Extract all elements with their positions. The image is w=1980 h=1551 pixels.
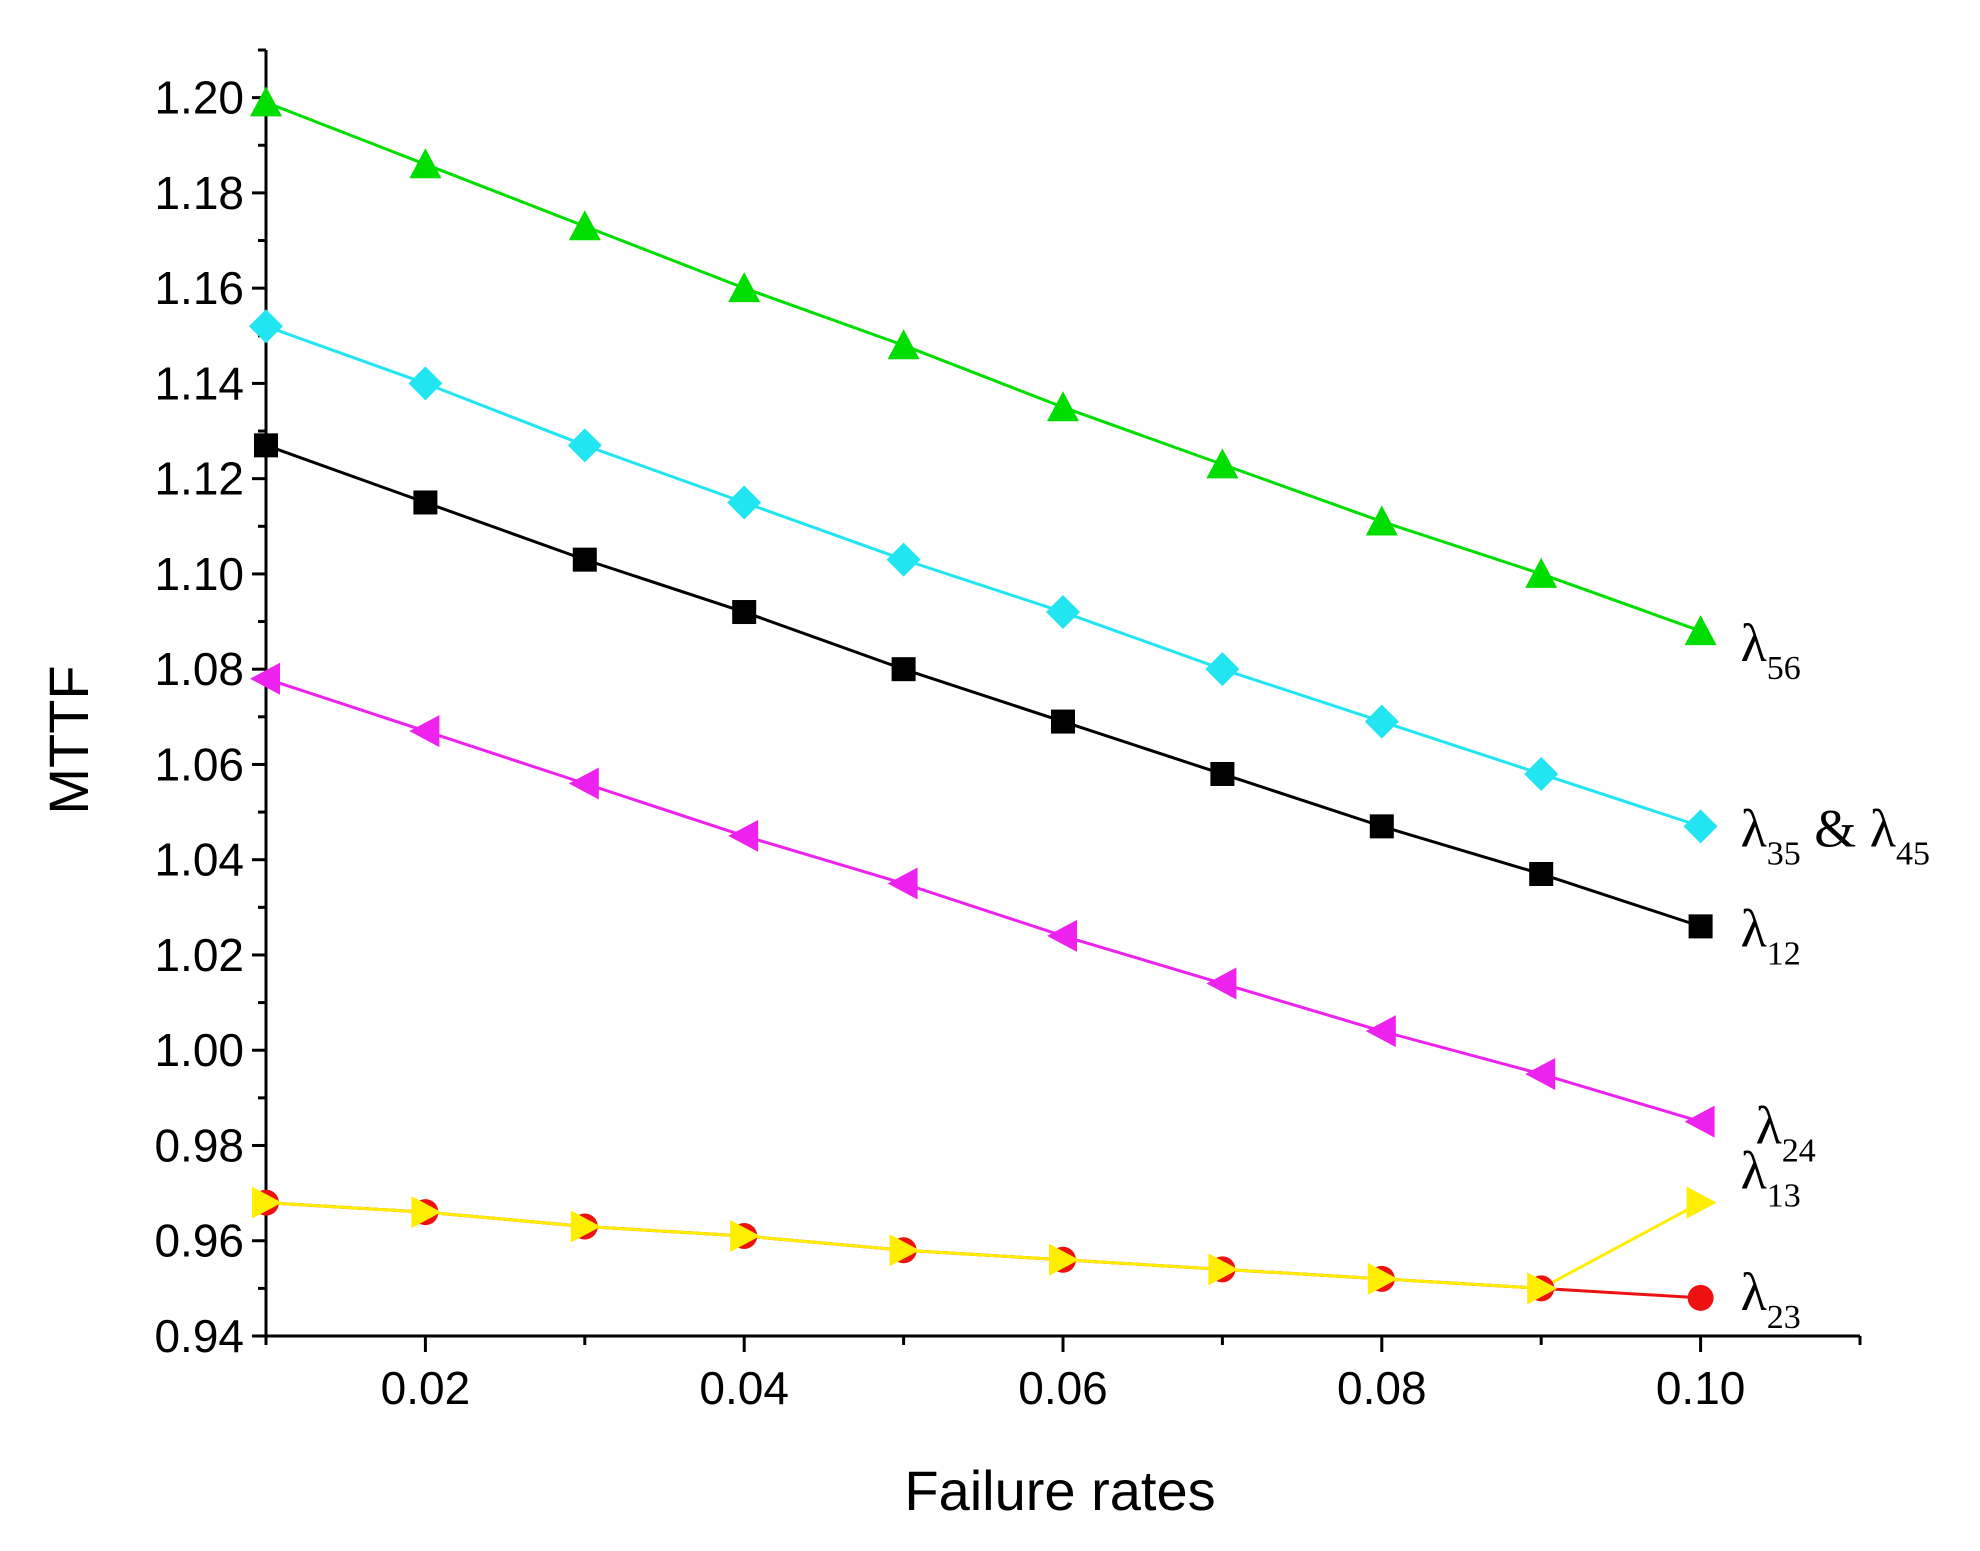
data-point [567,428,602,463]
y-tick-label: 1.10 [154,548,244,600]
series-labels: λ56 λ35 & λ45 λ12 λ24 λ23 λ13 [1741,613,1930,1336]
data-point [1686,1186,1717,1219]
data-point [1369,814,1394,839]
data-point [413,490,438,515]
x-tick-label: 0.06 [1018,1362,1108,1414]
series-markers [249,86,1718,1311]
y-tick-label: 0.94 [154,1310,244,1362]
data-point [570,1210,601,1243]
data-point [1051,709,1075,734]
y-tick-label: 1.20 [154,72,244,124]
data-point [409,715,440,748]
series-line-1 [265,324,1702,828]
y-tick-label: 1.16 [154,262,244,314]
data-point [572,547,597,572]
data-point [1525,1058,1556,1091]
data-point [1365,505,1398,536]
data-point [1210,761,1235,786]
y-tick-label: 1.00 [154,1024,244,1076]
data-point [1047,919,1077,952]
data-point [411,1196,442,1229]
series-line-5 [265,1201,1702,1290]
y-tick-label: 1.14 [154,357,244,409]
data-point [1208,1253,1239,1286]
data-point [252,1186,282,1219]
data-point [1529,861,1554,886]
data-point [1046,595,1080,630]
data-point [732,600,757,625]
series-label: λ56 [1741,613,1801,687]
data-point [887,867,918,900]
series-lines [265,100,1702,1300]
data-point [1206,448,1239,479]
data-point [1683,809,1718,844]
data-point [1527,1272,1558,1305]
data-point [568,767,599,800]
series-label: λ23 [1741,1262,1801,1336]
series-line-0 [265,100,1702,633]
data-point [1365,1015,1396,1048]
series-label: λ24 [1756,1096,1816,1170]
data-point [250,662,280,695]
y-axis-title: MTTF [37,665,100,814]
y-tick-label: 1.06 [154,738,244,790]
data-point [249,309,283,344]
data-point [727,485,762,520]
data-point [568,210,601,241]
data-point [1205,652,1240,687]
data-point [730,1219,761,1252]
y-tick-label: 1.18 [154,167,244,219]
data-point [886,542,921,577]
data-point [1687,1284,1714,1311]
data-point [728,819,759,852]
data-point [1525,557,1558,588]
series-label: λ13 [1741,1141,1801,1215]
data-point [409,148,442,179]
data-point [1206,967,1237,1000]
y-tick-label: 0.98 [154,1119,244,1171]
data-point [891,657,916,682]
data-point [728,272,761,303]
data-point [1047,391,1079,422]
axes: 0.94 0.96 0.98 1.00 1.02 1.04 1.06 1.08 1.10 1.12… [154,48,1862,1414]
data-point [250,86,282,117]
data-point [1684,1105,1715,1138]
data-point [1688,914,1713,939]
x-tick-label: 0.08 [1337,1362,1427,1414]
data-point [254,433,278,458]
data-point [408,366,443,401]
data-point [1364,704,1399,739]
x-tick-label: 0.02 [381,1362,471,1414]
data-point [889,1234,920,1267]
y-tick-label: 1.08 [154,643,244,695]
x-axis-title: Failure rates [904,1459,1215,1522]
y-tick-label: 1.02 [154,929,244,981]
series-label: λ12 [1741,898,1801,972]
y-tick-label: 1.04 [154,834,244,886]
y-tick-label: 1.12 [154,453,244,505]
data-point [1049,1243,1079,1276]
y-tick-label: 0.96 [154,1215,244,1267]
x-tick-label: 0.04 [699,1362,789,1414]
series-line-2 [265,443,1702,928]
x-tick-label: 0.10 [1656,1362,1746,1414]
data-point [1684,615,1717,646]
series-line-3 [265,677,1702,1124]
data-point [887,329,920,360]
series-label: λ35 & λ45 [1741,798,1930,872]
data-point [1367,1262,1398,1295]
data-point [1524,756,1559,791]
